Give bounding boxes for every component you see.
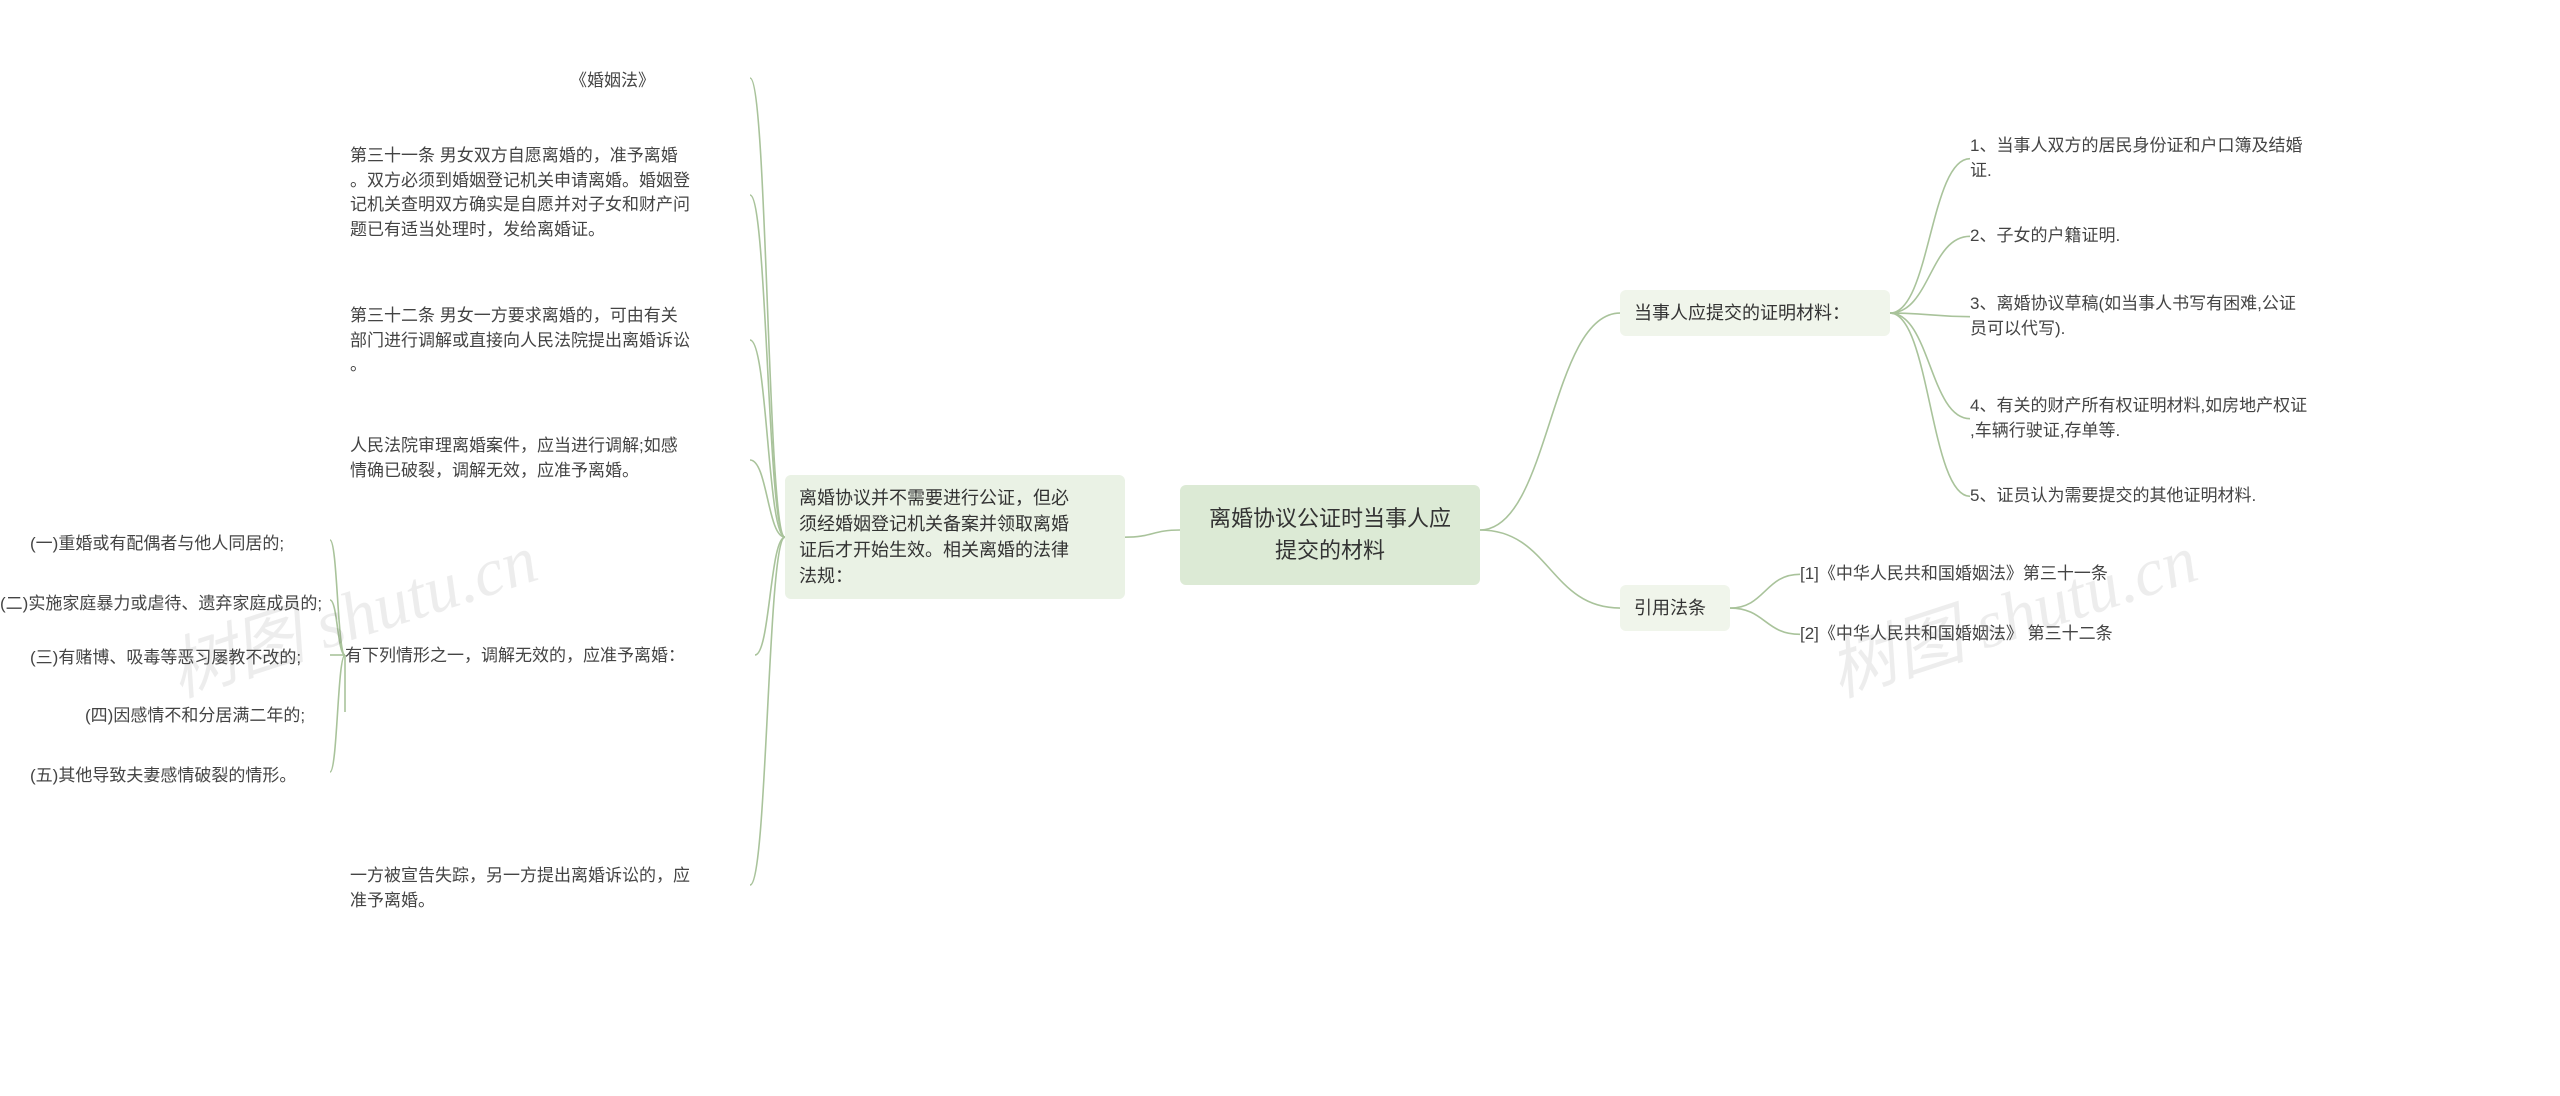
right-leaf-0-0: 1、当事人双方的居民身份证和户口簿及结婚证. — [1970, 130, 2390, 187]
left-leaf-4: 有下列情形之一，调解无效的，应准予离婚： — [345, 640, 755, 673]
left-subleaf-4-0: (一)重婚或有配偶者与他人同居的; — [30, 528, 330, 561]
right-leaf-0-4: 5、证员认为需要提交的其他证明材料. — [1970, 480, 2390, 513]
right-leaf-1-1: [2]《中华人民共和国婚姻法》 第三十二条 — [1800, 618, 2220, 651]
right-branch-1: 引用法条 — [1620, 585, 1730, 631]
right-branch-0: 当事人应提交的证明材料： — [1620, 290, 1890, 336]
left-leaf-5: 一方被宣告失踪，另一方提出离婚诉讼的，应准予离婚。 — [350, 860, 750, 917]
left-branch: 离婚协议并不需要进行公证，但必须经婚姻登记机关备案并领取离婚证后才开始生效。相关… — [785, 475, 1125, 599]
right-leaf-1-0: [1]《中华人民共和国婚姻法》第三十一条 — [1800, 558, 2220, 591]
left-subleaf-4-1: (二)实施家庭暴力或虐待、遗弃家庭成员的; — [0, 588, 330, 621]
left-subleaf-4-4: (五)其他导致夫妻感情破裂的情形。 — [30, 760, 330, 793]
left-leaf-3: 人民法院审理离婚案件，应当进行调解;如感情确已破裂，调解无效，应准予离婚。 — [350, 430, 750, 487]
left-subleaf-4-2: (三)有赌博、吸毒等恶习屡教不改的; — [30, 642, 330, 675]
watermark-1: 树图 shutu.cn — [1814, 503, 2207, 715]
right-leaf-0-1: 2、子女的户籍证明. — [1970, 220, 2390, 253]
right-leaf-0-2: 3、离婚协议草稿(如当事人书写有困难,公证员可以代写). — [1970, 288, 2390, 345]
right-leaf-0-3: 4、有关的财产所有权证明材料,如房地产权证,车辆行驶证,存单等. — [1970, 390, 2400, 447]
left-leaf-0: 《婚姻法》 — [570, 65, 750, 98]
root-node: 离婚协议公证时当事人应提交的材料 — [1180, 485, 1480, 585]
left-subleaf-4-3: (四)因感情不和分居满二年的; — [85, 700, 345, 733]
left-leaf-2: 第三十二条 男女一方要求离婚的，可由有关部门进行调解或直接向人民法院提出离婚诉讼… — [350, 300, 750, 382]
left-leaf-1: 第三十一条 男女双方自愿离婚的，准予离婚。双方必须到婚姻登记机关申请离婚。婚姻登… — [350, 140, 750, 247]
